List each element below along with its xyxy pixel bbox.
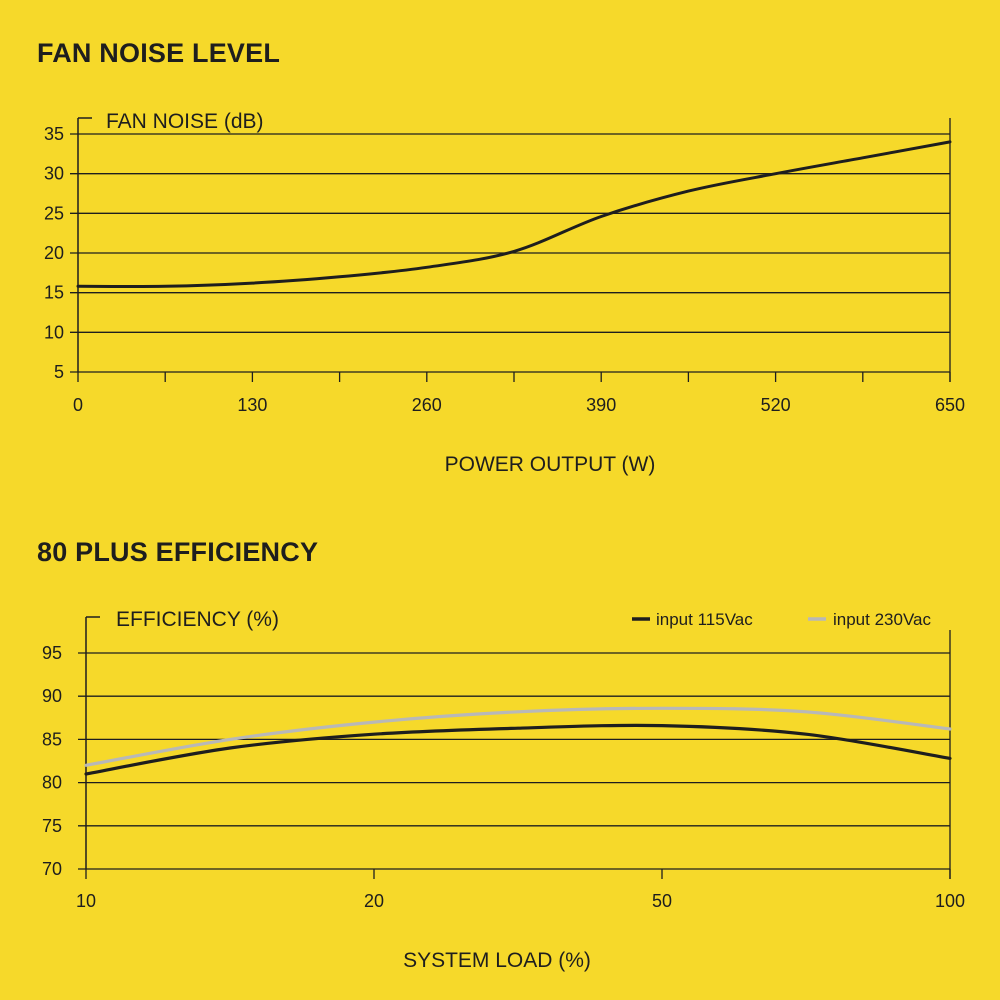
eff-x-tick-label: 10 [76, 891, 96, 911]
fan-y-axis-title: FAN NOISE (dB) [106, 110, 264, 133]
fan-y-tick-label: 30 [44, 164, 64, 184]
series-115vac-line [84, 723, 952, 776]
fan-x-tick-label: 260 [412, 395, 442, 415]
fan-y-tick-label: 35 [44, 124, 64, 144]
eff-y-tick-label: 95 [42, 643, 62, 663]
eff-y-axis-title: EFFICIENCY (%) [116, 608, 279, 631]
fan-noise-series-line [76, 140, 952, 289]
fan-x-axis-title: POWER OUTPUT (W) [445, 453, 656, 476]
fan-y-tick-label: 15 [44, 283, 64, 303]
fan-x-tick-label: 390 [586, 395, 616, 415]
fan-x-tick-label: 520 [761, 395, 791, 415]
fan-y-tick-label: 5 [54, 362, 64, 382]
eff-y-tick-label: 80 [42, 773, 62, 793]
eff-y-tick-label: 75 [42, 816, 62, 836]
fan-x-tick-label: 130 [237, 395, 267, 415]
eff-x-tick-label: 20 [364, 891, 384, 911]
fan-x-tick-label: 0 [73, 395, 83, 415]
eff-x-tick-label: 100 [935, 891, 965, 911]
legend-230vac-label: input 230Vac [833, 610, 931, 629]
eff-x-tick-label: 50 [652, 891, 672, 911]
fan-x-tick-label: 650 [935, 395, 965, 415]
efficiency-chart: 95 90 85 80 75 70 10 20 50 100 EFFICIENCY (%) SYSTE… [42, 608, 965, 972]
eff-y-tick-label: 70 [42, 859, 62, 879]
series-230vac-line [84, 706, 952, 767]
eff-y-tick-label: 90 [42, 686, 62, 706]
eff-x-axis-title: SYSTEM LOAD (%) [403, 949, 591, 972]
efficiency-chart-title: 80 PLUS EFFICIENCY [37, 537, 319, 567]
fan-y-tick-label: 10 [44, 322, 64, 342]
fan-y-tick-label: 20 [44, 243, 64, 263]
fan-y-tick-label: 25 [44, 203, 64, 223]
fan-noise-chart-title: FAN NOISE LEVEL [37, 38, 281, 68]
legend-115vac-label: input 115Vac [656, 610, 753, 629]
fan-noise-chart: 35 30 25 20 15 10 50 130 260 390 520 650 FAN NOISE (… [44, 110, 965, 476]
eff-y-tick-label: 85 [42, 729, 62, 749]
